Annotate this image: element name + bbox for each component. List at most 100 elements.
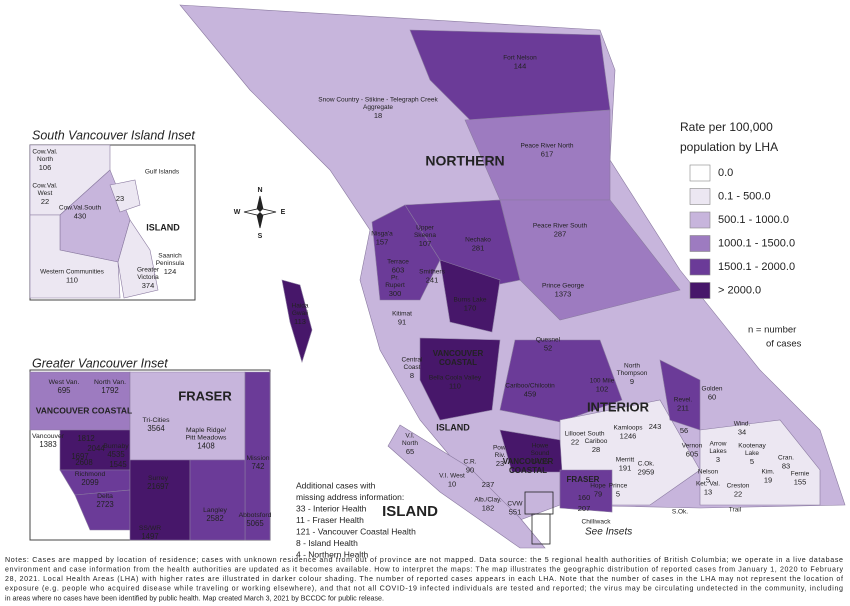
notes-line: Notes: Cases are mapped by location of r… — [5, 556, 843, 564]
lha-name: Nelson — [698, 469, 719, 476]
legend-title: population by LHA — [680, 140, 778, 154]
lha-name: Golden — [702, 386, 723, 393]
lha-name: Lake — [745, 450, 759, 457]
additional-item: 4 - Northern Health — [296, 549, 369, 559]
lha-name: Bella Coola Valley — [429, 375, 482, 382]
lha-cases: 110 — [449, 381, 461, 390]
lha-name: Abbotsford — [239, 512, 272, 519]
lha-name: West — [38, 190, 53, 197]
lha-name: Mission — [246, 455, 269, 462]
lha-cases: 83 — [782, 461, 790, 470]
lha-name: Thompson — [617, 370, 648, 377]
additional-item: 33 - Interior Health — [296, 503, 367, 513]
compass-letter: S — [258, 233, 263, 240]
lha-name: Pow. — [493, 445, 507, 452]
lha-cases: 1373 — [555, 289, 572, 298]
lha-cases: 91 — [398, 317, 406, 326]
lha-name: C.Ok. — [638, 461, 655, 468]
region-label: FRASER — [567, 475, 600, 484]
vancouver-island — [387, 424, 546, 549]
lha-name: Vancouver — [32, 433, 65, 440]
lha-name: Richmond — [75, 471, 106, 478]
additional-item: 121 - Vancouver Coastal Health — [296, 526, 416, 536]
lha-name: Fort Nelson — [503, 55, 537, 62]
lha-name: Terrace — [387, 259, 409, 266]
lha-cases: 237 — [482, 480, 495, 489]
lha-name: Trail — [729, 507, 742, 514]
lha-name: Revel. — [674, 397, 693, 404]
lha-name: Arrow — [710, 441, 727, 448]
lha-name: Greater — [137, 267, 160, 274]
lha-cases: 211 — [677, 403, 689, 412]
lha-name: S.Ok. — [672, 509, 688, 516]
lha-cases: 8 — [410, 371, 414, 380]
lha-name: Nisga'a — [371, 231, 393, 238]
lha-cases: 1408 — [197, 442, 214, 451]
lha-cases: 60 — [708, 392, 716, 401]
lha-name: Surrey — [148, 475, 169, 482]
legend-swatch — [689, 188, 711, 205]
lha-name: North Van. — [94, 379, 126, 386]
lha-cases: 243 — [649, 422, 662, 431]
lha-cases: 207 — [578, 504, 591, 513]
lha-cases: 2723 — [96, 500, 113, 509]
region — [419, 337, 501, 421]
lha-cases: 23 — [496, 459, 504, 468]
lha-name: Ket. Val. — [696, 481, 720, 488]
lha-name: Saanich — [158, 253, 182, 260]
lha-cases: 106 — [39, 163, 52, 172]
lha-name: Cow.Val. — [32, 183, 57, 190]
region — [559, 469, 613, 513]
lha-cases: 1383 — [39, 440, 56, 449]
region — [371, 204, 441, 301]
region-label: VANCOUVER — [433, 349, 484, 358]
region-label: VANCOUVER COASTAL — [36, 405, 133, 415]
lha-name: Cow.Val.South — [59, 205, 102, 212]
legend-label: > 2000.0 — [718, 284, 761, 296]
lha-name: Burns Lake — [454, 297, 487, 304]
lha-name: Cariboo — [585, 438, 608, 445]
lha-name: Fernie — [791, 471, 810, 478]
vancouver-inset — [29, 369, 271, 541]
lha-name: Kootenay — [738, 443, 766, 450]
additional-item: 8 - Island Health — [296, 538, 358, 548]
lha-cases: 1246 — [620, 431, 637, 440]
notes-line: environment and case information from th… — [5, 565, 843, 573]
lha-cases: 374 — [142, 281, 155, 290]
lha-cases: 2959 — [638, 467, 655, 476]
additional-title: Additional cases with — [296, 480, 376, 490]
lha-cases: 113 — [294, 317, 306, 326]
lha-cases: 241 — [426, 275, 439, 284]
lha-name: Howe — [532, 443, 549, 450]
legend-label: 1000.1 - 1500.0 — [718, 237, 795, 249]
lha-cases: 28 — [592, 445, 600, 454]
legend-swatch — [689, 211, 711, 229]
lha-cases: 90 — [466, 465, 474, 474]
legend-swatch — [689, 164, 711, 182]
lha-name: Riv. — [495, 452, 506, 459]
lha-name: Lakes — [709, 448, 727, 455]
lha-cases: 1812 — [77, 434, 94, 443]
region — [499, 339, 623, 423]
legend-note: of cases — [766, 339, 802, 350]
lha-cases: 430 — [74, 211, 87, 220]
lha-name: Smithers — [419, 269, 445, 276]
region-label: COASTAL — [509, 466, 547, 475]
lha-cases: 79 — [594, 489, 602, 498]
lha-name: Cran. — [778, 455, 794, 462]
lha-name: Delta — [97, 493, 113, 500]
lha-cases: 102 — [596, 384, 609, 393]
lha-name: Pr. — [391, 275, 399, 282]
lha-cases: 18 — [374, 111, 382, 120]
lha-name: 100 Mile — [590, 378, 615, 385]
legend-swatch — [689, 235, 711, 252]
lha-cases: 19 — [764, 475, 772, 484]
lha-name: Aggregate — [363, 104, 393, 111]
region — [117, 219, 159, 299]
lha-name: Maple Ridge/ — [186, 427, 226, 434]
lha-name: Kamloops — [614, 425, 644, 432]
lha-name: Kim. — [762, 469, 775, 476]
legend-label: 500.1 - 1000.0 — [718, 214, 789, 226]
lha-cases: 5065 — [246, 519, 264, 528]
lha-name: Upper — [416, 225, 435, 232]
